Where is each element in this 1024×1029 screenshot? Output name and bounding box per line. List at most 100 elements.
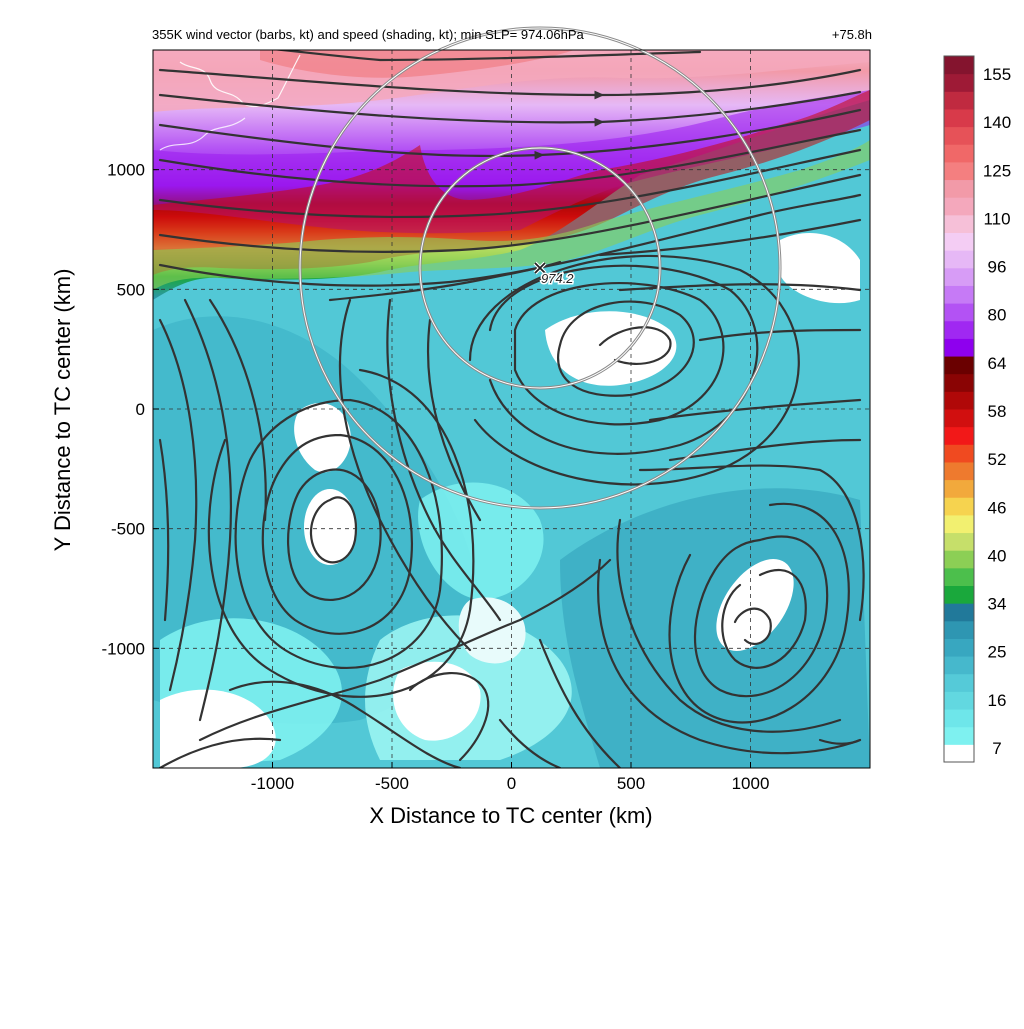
tc-center-marker: 974.2 974.2 xyxy=(533,261,576,288)
streamline xyxy=(158,68,862,100)
streamline xyxy=(158,90,862,127)
streamline xyxy=(638,464,865,622)
streamline xyxy=(698,328,862,342)
streamline xyxy=(513,282,725,426)
colorbar-swatch xyxy=(944,620,974,639)
colorbar-swatch xyxy=(944,673,974,692)
x-tick-label: -1000 xyxy=(251,774,294,793)
streamline xyxy=(597,558,862,755)
colorbar-label: 40 xyxy=(988,546,1007,565)
colorbar-swatch xyxy=(944,126,974,145)
x-axis: -1000 -500 0 500 1000 xyxy=(251,762,769,793)
min-slp-label-text: 974.2 xyxy=(541,271,574,286)
x-tick-label: 0 xyxy=(507,774,516,793)
colorbar-swatch xyxy=(944,426,974,445)
colorbar-label: 34 xyxy=(988,595,1007,614)
streamline xyxy=(557,300,695,397)
colorbar-swatch xyxy=(944,461,974,481)
colorbar-label: 96 xyxy=(988,258,1007,277)
streamline xyxy=(498,718,562,768)
streamline xyxy=(158,128,862,188)
streamline xyxy=(598,326,672,365)
range-rings-highlight xyxy=(299,27,781,509)
colorbar-swatch xyxy=(944,744,974,763)
colorbar-label: 58 xyxy=(988,402,1007,421)
colorbar-swatch xyxy=(944,267,974,286)
colorbar-swatch xyxy=(944,338,974,357)
colorbar: 155 140 125 110 96 80 64 58 52 46 40 34 25 16 7 xyxy=(943,55,1011,763)
colorbar-swatch xyxy=(944,373,974,392)
colorbar-swatch xyxy=(944,250,974,269)
streamline xyxy=(468,254,800,486)
y-axis-label: Y Distance to TC center (km) xyxy=(50,269,75,552)
streamline xyxy=(408,672,490,762)
colorbar-swatch xyxy=(944,285,974,304)
colorbar-swatch xyxy=(944,444,974,463)
streamline xyxy=(158,737,282,768)
colorbar-swatch xyxy=(944,320,974,339)
streamline xyxy=(426,318,482,522)
colorbar-label: 52 xyxy=(988,450,1007,469)
colorbar-swatch xyxy=(944,56,974,75)
streamline xyxy=(338,298,472,652)
colorbar-swatch xyxy=(944,391,974,410)
streamline xyxy=(158,318,198,692)
streamline xyxy=(207,368,475,698)
streamline xyxy=(272,50,702,62)
lead-time-label: +75.8h xyxy=(831,27,872,42)
colorbar-swatch xyxy=(944,214,974,233)
x-tick-label: -500 xyxy=(375,774,409,793)
colorbar-swatch xyxy=(944,356,974,375)
colorbar-swatch xyxy=(944,532,974,551)
colorbar-swatch xyxy=(944,726,974,745)
colorbar-swatch xyxy=(944,497,974,516)
streamline xyxy=(668,438,862,462)
colorbar-swatch xyxy=(944,585,974,604)
colorbar-label: 64 xyxy=(988,354,1007,373)
colorbar-swatch xyxy=(944,567,974,586)
colorbar-swatch xyxy=(944,108,974,128)
colorbar-swatch xyxy=(944,550,974,569)
streamline xyxy=(668,502,850,724)
colorbar-swatch xyxy=(944,232,974,251)
colorbar-label: 7 xyxy=(992,739,1001,758)
colorbar-swatch xyxy=(944,691,974,710)
colorbar-label: 46 xyxy=(988,498,1007,517)
streamline xyxy=(234,398,443,670)
colorbar-label: 155 xyxy=(983,65,1011,84)
colorbar-swatch xyxy=(944,179,974,198)
colorbar-swatch xyxy=(944,144,974,163)
colorbar-label: 125 xyxy=(983,161,1011,180)
streamline xyxy=(488,264,759,455)
colorbar-swatch xyxy=(944,409,974,428)
y-tick-label: -1000 xyxy=(102,639,145,658)
streamline xyxy=(198,558,612,742)
streamline xyxy=(261,433,413,635)
streamline xyxy=(386,298,502,622)
colorbar-swatch xyxy=(944,479,974,498)
streamline xyxy=(648,398,862,422)
streamline xyxy=(721,569,807,669)
y-tick-label: 1000 xyxy=(107,161,145,180)
streamline xyxy=(598,218,862,257)
streamlines xyxy=(158,50,865,768)
streamline xyxy=(183,298,233,722)
streamline xyxy=(158,148,862,218)
colorbar-swatch xyxy=(944,303,974,322)
streamline xyxy=(818,738,862,745)
colorbar-swatch xyxy=(944,603,974,622)
y-tick-label: -500 xyxy=(111,520,145,539)
colorbar-swatch xyxy=(944,656,974,675)
y-axis: -1000 -500 0 500 1000 xyxy=(102,161,159,658)
y-tick-label: 0 xyxy=(136,400,145,419)
colorbar-swatch xyxy=(944,161,974,181)
colorbar-swatch xyxy=(944,197,974,216)
min-slp-label: 974.2 xyxy=(541,271,574,286)
colorbar-swatch xyxy=(944,638,974,657)
streamline xyxy=(310,496,358,564)
colorbar-label: 140 xyxy=(983,113,1011,132)
colorbar-label: 16 xyxy=(988,691,1007,710)
colorbar-swatch xyxy=(944,73,974,92)
